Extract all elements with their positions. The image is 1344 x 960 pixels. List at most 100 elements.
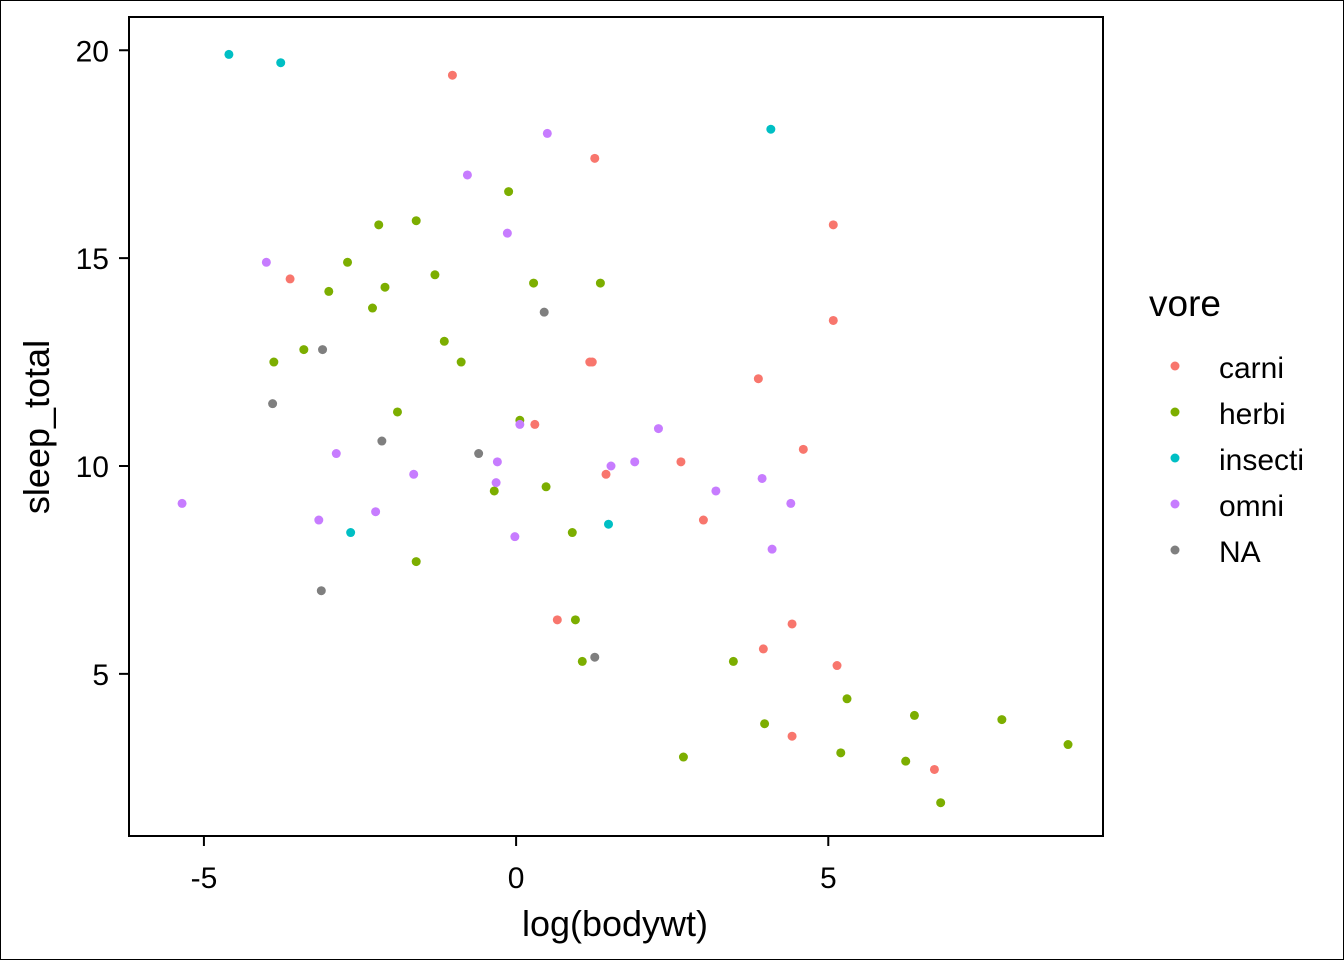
data-point [766, 124, 776, 134]
x-axis: -5 0 5 [191, 836, 837, 895]
data-point [590, 153, 600, 163]
legend-key [1170, 361, 1180, 371]
data-point [489, 486, 499, 496]
data-point [392, 407, 402, 417]
x-tick-label: 0 [508, 862, 525, 895]
legend-label: carni [1219, 352, 1284, 385]
data-point [676, 457, 686, 467]
data-point [269, 357, 279, 367]
data-point [842, 694, 852, 704]
data-point [542, 128, 552, 138]
data-point [492, 457, 502, 467]
data-point [430, 270, 440, 280]
data-point [698, 515, 708, 525]
data-point [760, 719, 770, 729]
legend-key [1170, 499, 1180, 509]
series-omni [177, 128, 796, 554]
data-point [728, 656, 738, 666]
data-point [539, 307, 549, 317]
data-point [331, 449, 341, 459]
data-point [377, 436, 387, 446]
data-point [380, 282, 390, 292]
y-tick-label: 10 [76, 451, 109, 484]
data-point [678, 752, 688, 762]
data-point [1063, 740, 1073, 750]
x-tick-label: 5 [820, 862, 837, 895]
plot-panel [128, 16, 1104, 837]
x-axis-title: log(bodywt) [522, 903, 708, 944]
data-point [474, 449, 484, 459]
data-point [753, 374, 763, 384]
data-point [767, 544, 777, 554]
data-point [787, 619, 797, 629]
data-point [595, 278, 605, 288]
panel-border [128, 16, 1104, 837]
data-point [368, 303, 377, 313]
data-point [541, 482, 551, 492]
data-point [711, 486, 721, 496]
data-point [318, 345, 328, 355]
data-point [439, 336, 449, 346]
data-point [343, 257, 353, 267]
data-point [224, 49, 234, 59]
legend-label: NA [1219, 536, 1261, 569]
data-point [530, 419, 540, 429]
data-point [836, 748, 846, 758]
data-point [411, 557, 421, 567]
data-point [929, 764, 939, 774]
legend-label: herbi [1219, 398, 1286, 431]
data-points [177, 49, 1073, 808]
data-point [346, 528, 356, 538]
y-axis-title: sleep_total [16, 340, 57, 514]
data-point [268, 399, 278, 409]
data-point [374, 220, 384, 230]
data-point [515, 419, 525, 429]
data-point [590, 652, 600, 662]
series-herbi [269, 187, 1073, 808]
data-point [552, 615, 562, 625]
data-point [504, 187, 514, 197]
data-point [997, 715, 1007, 725]
data-point [601, 469, 611, 479]
legend-key [1170, 407, 1180, 417]
x-tick-label: -5 [191, 862, 218, 895]
data-point [758, 644, 768, 654]
data-point [936, 798, 946, 808]
data-point [261, 257, 271, 267]
legend: vore carni herbi insecti omni NA [1149, 283, 1304, 569]
y-tick-label: 20 [76, 35, 109, 68]
data-point [653, 424, 663, 434]
data-point [502, 228, 512, 238]
data-point [529, 278, 539, 288]
data-point [828, 220, 838, 230]
data-point [757, 473, 767, 483]
data-point [285, 274, 295, 284]
data-point [587, 357, 597, 367]
data-point [604, 519, 614, 529]
data-point [798, 444, 808, 454]
y-tick-label: 15 [76, 243, 109, 276]
data-point [316, 586, 326, 596]
data-point [177, 498, 187, 508]
data-point [314, 515, 324, 525]
data-point [409, 469, 419, 479]
data-point [630, 457, 640, 467]
data-point [447, 70, 457, 80]
data-point [324, 286, 334, 296]
series-insecti [224, 49, 776, 538]
data-point [411, 216, 421, 226]
data-point [577, 656, 587, 666]
data-point [787, 731, 797, 741]
data-point [828, 315, 838, 325]
legend-key [1170, 545, 1180, 555]
data-point [462, 170, 472, 180]
data-point [299, 345, 309, 355]
data-point [832, 661, 842, 671]
data-point [491, 478, 501, 488]
data-point [510, 532, 520, 542]
data-point [606, 461, 616, 471]
data-point [909, 710, 919, 720]
data-point [570, 615, 580, 625]
legend-title: vore [1149, 283, 1221, 324]
